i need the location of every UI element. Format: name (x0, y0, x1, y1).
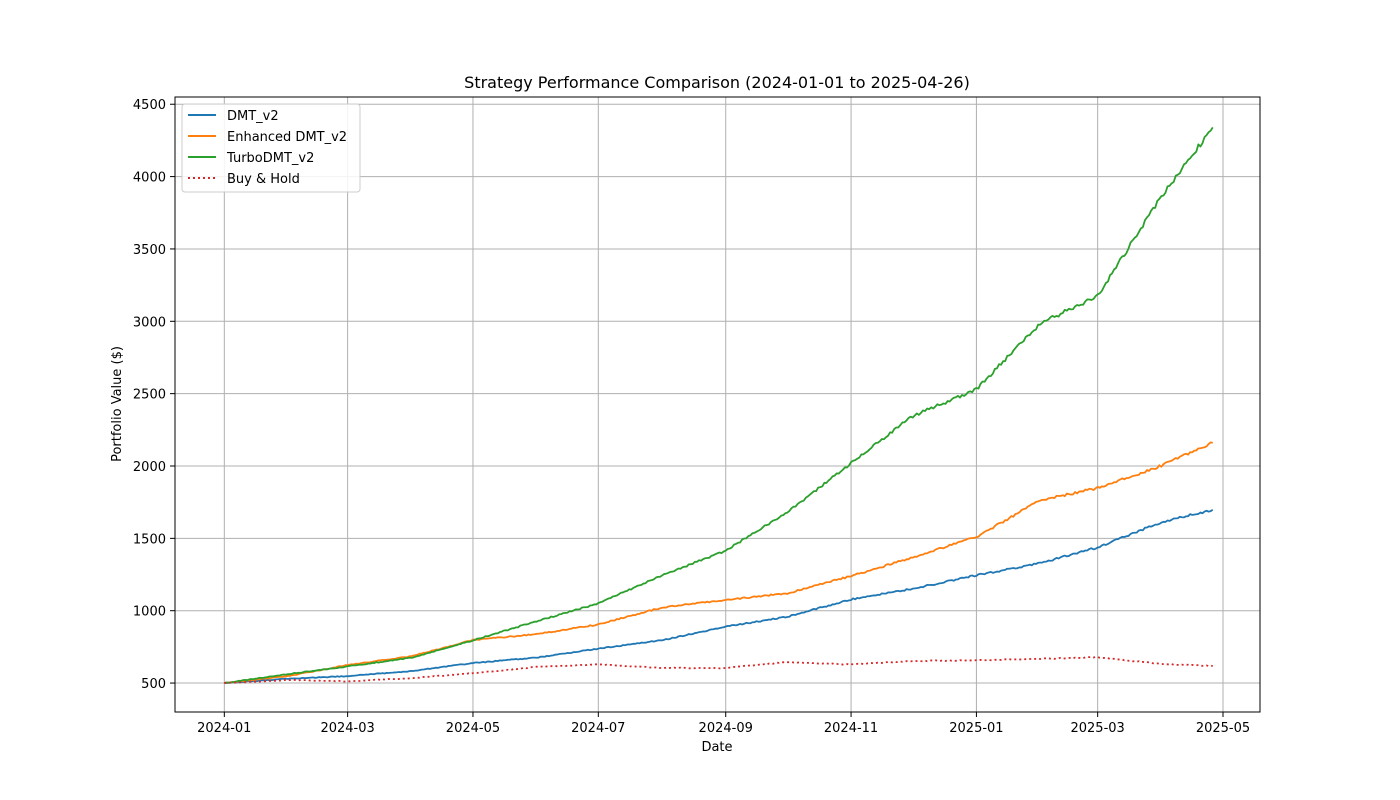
y-tick-label: 1500 (133, 532, 166, 547)
x-axis: 2024-01 2024-03 2024-05 2024-07 2024-09 2024-… (197, 712, 1250, 736)
legend-label: TurboDMT_v2 (226, 151, 314, 166)
x-tick-label: 2024-01 (197, 721, 251, 736)
y-tick-label: 3000 (133, 315, 166, 330)
plot-frame (174, 96, 1261, 713)
grid (175, 97, 1260, 712)
y-tick-label: 4000 (133, 171, 166, 186)
y-tick-label: 2500 (133, 388, 166, 403)
legend-label: Buy & Hold (227, 172, 300, 187)
x-tick-label: 2024-09 (699, 721, 753, 736)
chart-title: Strategy Performance Comparison (2024-01… (464, 73, 970, 92)
legend-label: Enhanced DMT_v2 (227, 130, 347, 145)
legend-box (181, 103, 361, 193)
x-tick-label: 2024-03 (320, 721, 374, 736)
y-tick-label: 500 (141, 677, 166, 692)
series-lines (224, 126, 1214, 685)
legend: DMT_v2 Enhanced DMT_v2 TurboDMT_v2 Buy & Ho… (181, 103, 361, 193)
y-tick-label: 3500 (133, 243, 166, 258)
series-line-buy-hold (224, 656, 1213, 684)
y-axis-label: Portfolio Value ($) (110, 346, 125, 462)
x-axis-label: Date (701, 740, 732, 755)
x-tick-label: 2025-05 (1196, 721, 1250, 736)
x-tick-label: 2024-11 (824, 721, 878, 736)
x-tick-label: 2024-07 (571, 721, 625, 736)
series-line-turbodmt-v2 (224, 126, 1214, 684)
legend-label: DMT_v2 (227, 109, 279, 124)
x-tick-label: 2025-01 (949, 721, 1003, 736)
y-tick-label: 2000 (133, 460, 166, 475)
x-tick-label: 2024-05 (446, 721, 500, 736)
series-line-enhanced-dmt-v2 (224, 441, 1213, 684)
y-axis: 500 1000 1500 2000 2500 3000 3500 4000 4500 (133, 98, 175, 692)
x-tick-label: 2025-03 (1070, 721, 1124, 736)
series-line-dmt-v2 (224, 508, 1214, 685)
y-tick-label: 4500 (133, 98, 166, 113)
y-tick-label: 1000 (133, 605, 166, 620)
